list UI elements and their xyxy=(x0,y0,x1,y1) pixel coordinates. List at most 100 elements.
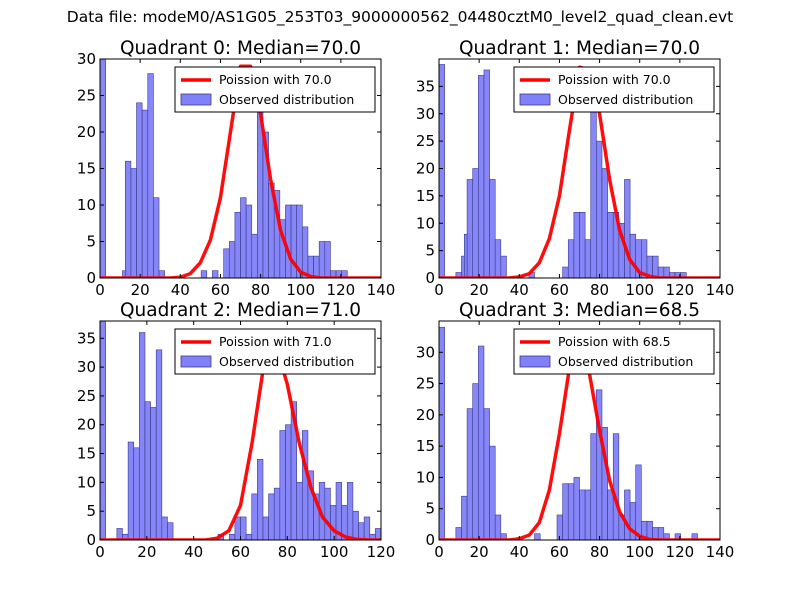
legend-bar-swatch xyxy=(519,93,551,106)
histogram-bar xyxy=(472,383,479,540)
histogram-bar xyxy=(478,345,485,540)
panel-title: Quadrant 1: Median=70.0 xyxy=(459,38,700,59)
poisson-curve xyxy=(100,64,381,278)
histogram-bar xyxy=(245,204,253,278)
x-tick-label: 80 xyxy=(590,281,609,299)
y-tick-label: 25 xyxy=(77,87,96,105)
histogram-bar xyxy=(141,109,149,278)
histogram-bar xyxy=(494,514,502,540)
y-tick-label: 30 xyxy=(77,50,96,68)
x-tick-label: 60 xyxy=(231,543,250,561)
legend-bar-label: Observed distribution xyxy=(219,92,354,107)
legend-bar-label: Observed distribution xyxy=(558,92,693,107)
histogram-bar xyxy=(612,433,620,540)
x-tick-label: 20 xyxy=(470,281,489,299)
x-tick-label: 140 xyxy=(706,281,735,299)
histogram-bar xyxy=(223,248,230,278)
y-tick-label: 25 xyxy=(416,132,435,150)
histogram-bar xyxy=(161,516,168,540)
histogram-bar xyxy=(567,483,575,540)
histogram-bar xyxy=(573,477,580,540)
histogram-bar xyxy=(346,482,354,540)
histogram-bar xyxy=(635,464,642,540)
histogram-bar xyxy=(562,266,569,278)
histogram-bars xyxy=(100,59,348,278)
histogram-bar xyxy=(439,326,445,540)
histogram-bar xyxy=(601,168,608,278)
histogram-bar xyxy=(200,270,208,278)
y-tick-label: 0 xyxy=(425,531,435,549)
x-tick-label: 0 xyxy=(434,543,444,561)
histogram-bar xyxy=(590,107,597,278)
histogram-bar xyxy=(652,255,659,278)
histogram-bar xyxy=(483,408,490,540)
y-tick-label: 15 xyxy=(416,187,435,205)
histogram-bar xyxy=(158,270,165,278)
y-tick-label: 10 xyxy=(77,473,96,491)
histogram-bar xyxy=(466,179,474,278)
x-tick-label: 60 xyxy=(550,543,569,561)
x-tick-label: 140 xyxy=(706,543,735,561)
histogram-bar xyxy=(240,197,247,278)
histogram-bar xyxy=(290,401,297,540)
histogram-bar xyxy=(234,212,241,278)
histogram-bar xyxy=(567,239,575,278)
histogram-bar xyxy=(139,332,146,540)
histogram-bar xyxy=(302,226,309,278)
y-tick-label: 30 xyxy=(416,343,435,361)
histogram-bar xyxy=(455,527,462,540)
y-tick-label: 5 xyxy=(425,242,435,260)
x-tick-label: 80 xyxy=(251,281,270,299)
histogram-bar xyxy=(534,533,541,540)
x-tick-label: 140 xyxy=(367,281,396,299)
legend-bar-label: Observed distribution xyxy=(558,354,693,369)
x-tick-label: 100 xyxy=(625,543,654,561)
x-tick-label: 100 xyxy=(286,281,315,299)
legend-bar-swatch xyxy=(180,355,212,368)
histogram-bar xyxy=(273,487,281,540)
histogram-bar xyxy=(153,197,160,278)
histogram-bar xyxy=(341,270,348,278)
histogram-bar xyxy=(136,102,143,278)
legend-bar-swatch xyxy=(180,93,212,106)
histogram-bar xyxy=(579,212,586,278)
histogram-bar xyxy=(268,493,275,540)
x-tick-label: 40 xyxy=(184,543,203,561)
histogram-bar xyxy=(167,522,174,540)
histogram-bar xyxy=(624,179,631,278)
histogram-bar xyxy=(472,168,479,278)
histogram-bar xyxy=(147,73,154,278)
histogram-bar xyxy=(318,241,326,278)
histogram-bar xyxy=(155,349,163,540)
y-tick-label: 15 xyxy=(77,160,96,178)
histogram-bar xyxy=(257,459,264,540)
panel-title: Quadrant 3: Median=68.5 xyxy=(459,300,700,321)
histogram-bar xyxy=(234,516,241,540)
y-tick-label: 20 xyxy=(416,406,435,424)
histogram-bar xyxy=(494,239,502,278)
y-tick-label: 10 xyxy=(416,468,435,486)
y-tick-label: 20 xyxy=(77,123,96,141)
axes-frame xyxy=(438,320,721,541)
histogram-bar xyxy=(296,482,303,540)
y-tick-label: 0 xyxy=(86,269,96,287)
legend-bar-label: Observed distribution xyxy=(219,354,354,369)
histogram-bar xyxy=(313,255,320,278)
x-tick-label: 100 xyxy=(320,543,349,561)
histogram-bar xyxy=(358,522,365,540)
histogram-bar xyxy=(562,483,569,540)
panel-title: Quadrant 2: Median=71.0 xyxy=(120,300,361,321)
x-tick-label: 80 xyxy=(278,543,297,561)
histogram-bar xyxy=(251,233,258,278)
histogram-bar xyxy=(228,533,236,540)
y-tick-label: 15 xyxy=(416,437,435,455)
histogram-bar xyxy=(584,489,592,540)
histogram-bar xyxy=(150,407,157,540)
histogram-bar xyxy=(607,489,614,540)
histogram-bar xyxy=(251,493,258,540)
histogram-bar xyxy=(596,140,603,278)
panel-title: Quadrant 0: Median=70.0 xyxy=(120,38,361,59)
x-tick-label: 40 xyxy=(510,543,529,561)
y-tick-label: 30 xyxy=(416,105,435,123)
